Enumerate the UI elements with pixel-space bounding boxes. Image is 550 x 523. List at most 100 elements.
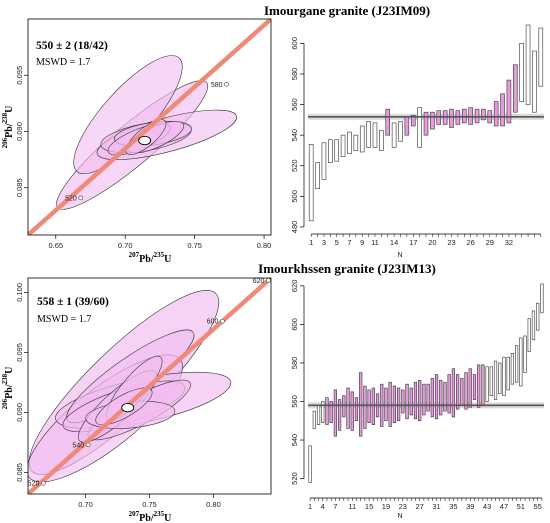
x-tick-label: 17 [409,238,417,247]
chart-title-bottom: Imourkhssen granite (J23IM13) [258,261,436,276]
y-tick-label: 0.095 [15,343,24,362]
y-tick-label: 600 [290,318,299,331]
y-tick-label: 560 [290,395,299,408]
age-error-bar [316,405,321,425]
age-error-bar [405,383,409,420]
x-tick-label: 32 [505,238,513,247]
age-error-bar [413,381,418,420]
x-axis-label: 207Pb/235U [129,510,172,523]
x-tick-label: 15 [365,502,373,511]
concordia-age-label: 580 [211,82,223,89]
x-tick-label: 0.75 [142,500,157,509]
age-error-bar [506,356,510,391]
age-error-bar [367,389,371,423]
x-tick-label: 51 [517,502,525,511]
age-error-bar [391,122,397,148]
age-error-bar [371,387,375,425]
x-tick-label: 5 [335,238,339,247]
y-tick-label: 540 [290,129,299,142]
age-error-bar [359,125,365,153]
concordia-age-marker [266,278,271,283]
x-tick-label: 23 [447,238,455,247]
concordia-age-marker [224,81,229,87]
age-error-bar [372,122,378,148]
age-error-bar [418,379,422,422]
x-tick-label: 0.70 [78,500,93,509]
age-error-bar [315,162,320,189]
x-tick-label: 19 [382,502,390,511]
mswd-text: MSWD = 1.7 [36,57,90,68]
age-error-bar [340,134,346,157]
age-error-bar [519,337,523,387]
age-error-bar [384,387,388,422]
age-error-bar [540,283,544,314]
concordia-age-marker [220,318,225,324]
y-tick-label: 580 [290,357,299,370]
age-error-bar [354,397,359,422]
concordia-age-marker [85,442,91,448]
age-error-bar [404,116,410,136]
age-error-bar [523,335,527,373]
age-error-bar [417,107,422,148]
age-error-bar [500,93,505,127]
y-tick-label: 0.090 [15,122,24,141]
age-error-bar [525,24,531,105]
x-tick-label: 14 [390,238,398,247]
age-error-bar [538,27,544,87]
y-tick-label: 520 [290,159,299,172]
concordia-age-label: 520 [65,195,77,202]
age-error-bar [510,353,514,385]
age-error-bar [353,134,359,151]
age-error-bar [481,364,485,406]
age-error-bar [346,387,350,429]
age-error-bar [325,397,329,425]
age-error-bar [430,111,435,130]
plot-frame [27,18,272,236]
age-error-bar [388,381,392,427]
age-error-bar [498,362,502,395]
x-tick-label: 31 [432,502,440,511]
age-error-bar [515,345,519,383]
x-tick-label: 35 [449,502,457,511]
y-tick-label: 0.095 [15,66,24,85]
age-error-bar [439,379,443,416]
age-error-bar [423,111,429,136]
age-error-bar [401,389,405,414]
concordia-plot-bottom: 520 540 600 620 0.70 0.75 0.80 0.085 0.090 0.095 0… [1,277,272,523]
concordia-age-ellipse [121,402,135,413]
age-error-bar [334,139,339,162]
age-error-bar [447,374,451,414]
x-axis-label: N [397,513,402,520]
age-error-bar [434,374,439,420]
age-error-bar [460,378,464,406]
concordia-age-label: 520 [28,481,40,488]
x-tick-label: 7 [333,502,337,511]
age-error-bar [379,130,384,151]
x-tick-label: 4 [321,502,325,511]
age-error-bar [443,381,447,412]
age-error-bar [312,410,316,429]
age-error-bar [321,401,325,423]
chart-title-top: Imourgane granite (J23IM09) [264,3,430,18]
x-tick-label: 0.80 [206,500,221,509]
y-tick-label: 0.085 [15,463,24,482]
age-error-bar [502,356,506,397]
y-tick-label: 480 [290,221,299,234]
y-axis-label: 206Pb/238U [1,106,15,149]
y-tick-label: 500 [290,190,299,203]
y-axis-label: 206Pb/238U [1,367,15,410]
age-error-bar [532,50,537,113]
age-text: 558 ± 1 (39/60) [37,296,109,308]
x-tick-label: 0.75 [187,241,202,250]
x-tick-label: 47 [500,502,508,511]
age-error-bar [410,114,416,127]
age-error-bar [333,389,337,437]
age-error-bar [329,401,333,423]
x-tick-label: 7 [347,238,351,247]
x-tick-label: 0.80 [257,241,272,250]
age-error-bar [385,108,391,136]
age-error-bar [481,108,486,121]
age-error-bar [472,374,477,400]
y-tick-label: 600 [290,37,299,50]
